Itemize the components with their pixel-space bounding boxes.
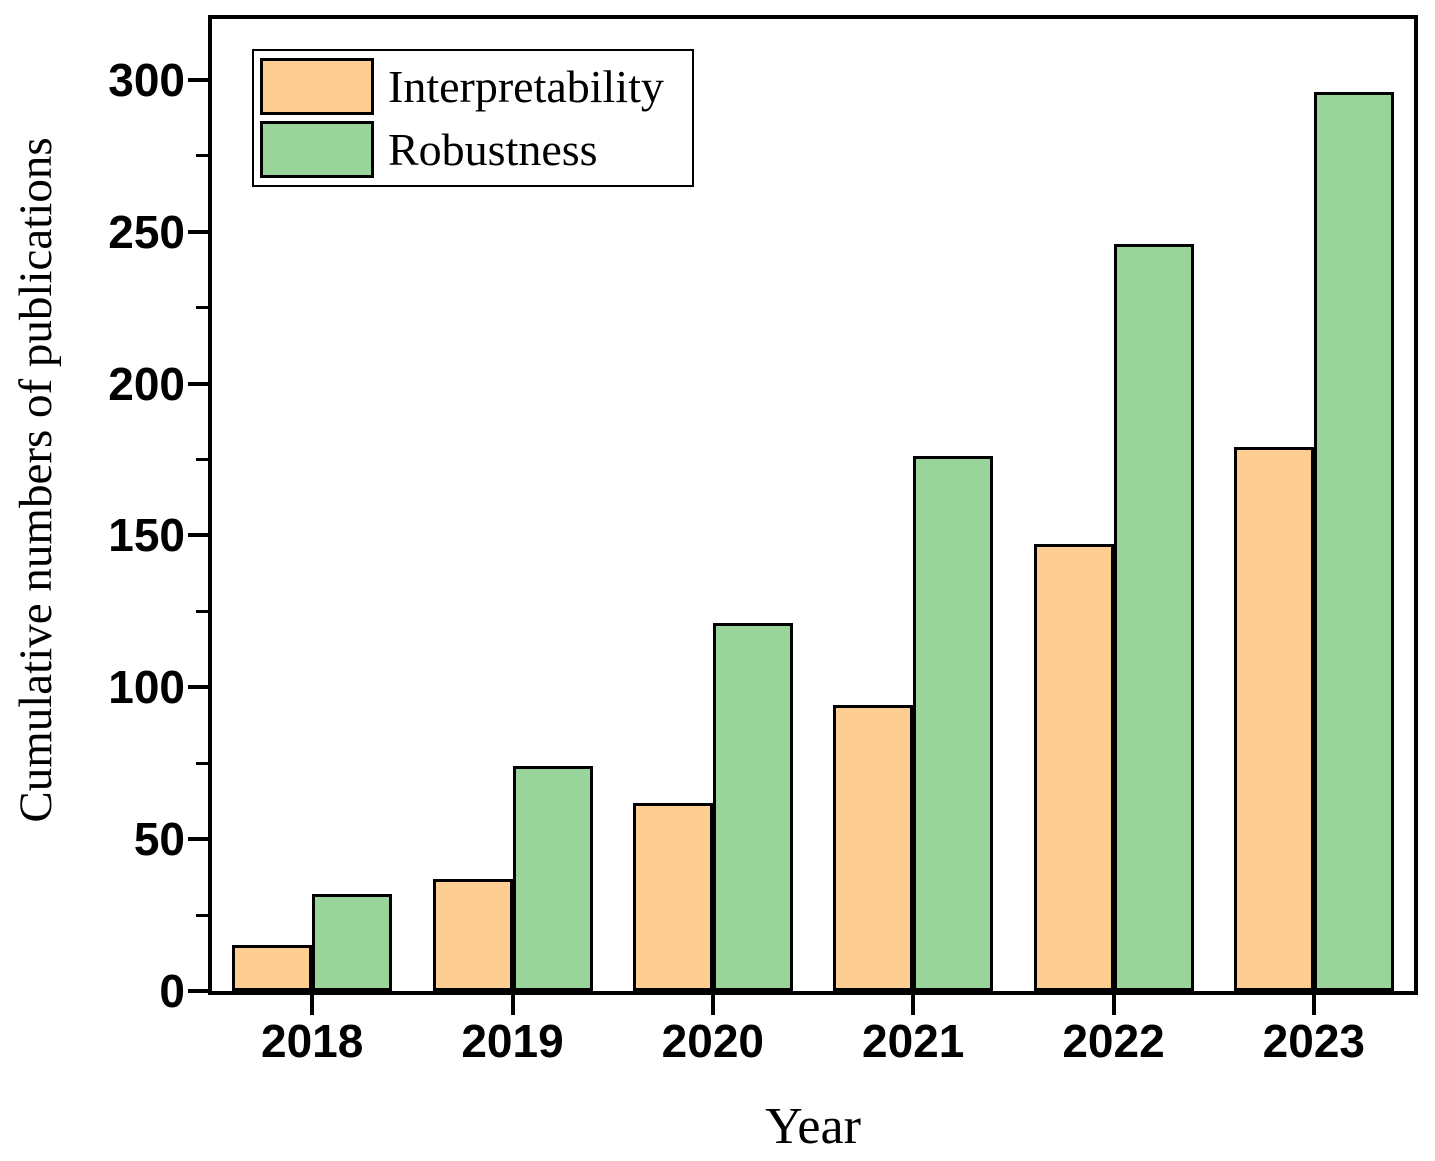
bar-robustness-2019 bbox=[512, 766, 593, 991]
x-axis-major-tick-2021 bbox=[911, 995, 916, 1015]
y-axis-minor-tick-25 bbox=[196, 913, 208, 917]
y-axis-major-tick-200 bbox=[188, 381, 208, 386]
y-axis-tick-label-50: 50 bbox=[133, 813, 185, 866]
x-axis-tick-label-2023: 2023 bbox=[1262, 1015, 1365, 1067]
bar-interpretability-2020 bbox=[632, 802, 713, 991]
bar-robustness-2021 bbox=[913, 456, 994, 991]
legend-item-robustness: Robustness bbox=[260, 121, 692, 178]
x-axis-tick-label-2022: 2022 bbox=[1062, 1015, 1165, 1067]
y-axis-title: Cumulative numbers of publications bbox=[10, 137, 62, 823]
y-axis-tick-label-100: 100 bbox=[108, 661, 185, 714]
bar-interpretability-2023 bbox=[1233, 447, 1314, 991]
y-axis-minor-tick-225 bbox=[196, 306, 208, 310]
y-axis-tick-label-0: 0 bbox=[159, 965, 185, 1017]
y-axis-minor-tick-125 bbox=[196, 609, 208, 613]
legend-label-interpretability: Interpretability bbox=[388, 61, 664, 112]
legend-item-interpretability: Interpretability bbox=[260, 58, 692, 115]
x-axis-major-tick-2020 bbox=[710, 995, 715, 1015]
y-axis-major-tick-150 bbox=[188, 533, 208, 538]
legend-swatch-interpretability bbox=[260, 58, 374, 115]
x-axis-title: Year bbox=[765, 1098, 861, 1155]
bar-interpretability-2022 bbox=[1033, 544, 1114, 991]
y-axis-tick-label-150: 150 bbox=[108, 509, 185, 562]
bar-robustness-2018 bbox=[312, 893, 393, 991]
x-axis-tick-label-2021: 2021 bbox=[861, 1015, 965, 1067]
y-axis-major-tick-0 bbox=[188, 989, 208, 993]
bar-interpretability-2018 bbox=[232, 945, 313, 991]
legend-swatch-robustness bbox=[260, 121, 374, 178]
y-axis-major-tick-250 bbox=[188, 229, 208, 234]
x-axis-tick-label-2020: 2020 bbox=[661, 1015, 764, 1067]
x-axis-major-tick-2023 bbox=[1311, 995, 1316, 1015]
legend-label-robustness: Robustness bbox=[388, 124, 598, 175]
y-axis-major-tick-50 bbox=[188, 837, 208, 842]
x-axis-major-tick-2022 bbox=[1111, 995, 1116, 1015]
x-axis-tick-label-2019: 2019 bbox=[461, 1015, 564, 1067]
y-axis-tick-label-200: 200 bbox=[108, 357, 185, 410]
y-axis-major-tick-100 bbox=[188, 685, 208, 690]
bar-interpretability-2019 bbox=[432, 878, 513, 991]
x-axis-major-tick-2018 bbox=[310, 995, 315, 1015]
bar-robustness-2022 bbox=[1113, 243, 1194, 991]
y-axis-minor-tick-175 bbox=[196, 457, 208, 461]
x-axis-major-tick-2019 bbox=[510, 995, 515, 1015]
bar-interpretability-2021 bbox=[833, 705, 914, 991]
x-axis-tick-label-2018: 2018 bbox=[260, 1015, 364, 1067]
bar-robustness-2023 bbox=[1313, 91, 1394, 991]
bar-robustness-2020 bbox=[712, 623, 793, 991]
y-axis-minor-tick-75 bbox=[196, 761, 208, 765]
y-axis-minor-tick-275 bbox=[196, 154, 208, 158]
y-axis-major-tick-300 bbox=[188, 77, 208, 82]
y-axis-tick-label-300: 300 bbox=[108, 53, 185, 106]
legend: Interpretability Robustness bbox=[252, 49, 694, 187]
y-axis-tick-label-250: 250 bbox=[108, 205, 185, 258]
